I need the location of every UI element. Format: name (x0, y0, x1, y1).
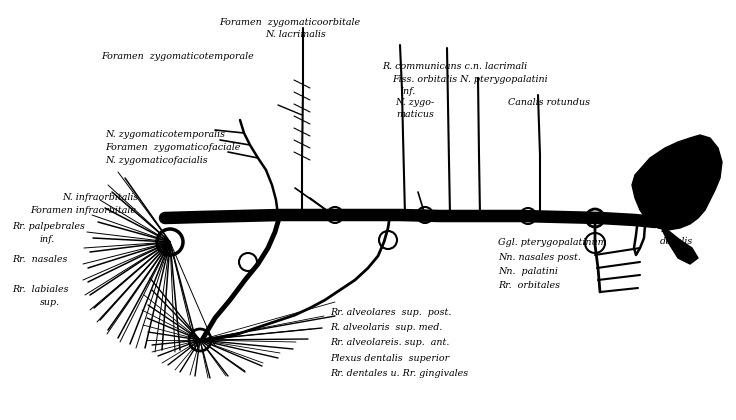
Text: N. zygomaticotemporalis: N. zygomaticotemporalis (105, 130, 225, 139)
Text: Nn. nasales post.: Nn. nasales post. (498, 253, 581, 262)
Text: Rr. palpebrales: Rr. palpebrales (12, 222, 85, 231)
Text: Canalis rotundus: Canalis rotundus (508, 98, 590, 107)
Text: sup.: sup. (40, 298, 60, 307)
Text: Rr.  orbitales: Rr. orbitales (498, 281, 560, 290)
Text: Foramen  zygomaticoorbitale: Foramen zygomaticoorbitale (219, 18, 361, 27)
Text: Rr. alveolareis. sup.  ant.: Rr. alveolareis. sup. ant. (330, 338, 450, 347)
Polygon shape (660, 225, 698, 264)
Text: maticus: maticus (396, 110, 434, 119)
Text: inf.: inf. (40, 235, 55, 244)
Text: N. lacrimalis: N. lacrimalis (266, 30, 326, 39)
Text: N. zygo-: N. zygo- (395, 98, 435, 107)
Text: Rr.  labiales: Rr. labiales (12, 285, 68, 294)
Text: R.: R. (660, 225, 670, 234)
Text: duralis: duralis (660, 237, 693, 246)
Text: R. alveolaris  sup. med.: R. alveolaris sup. med. (330, 323, 442, 332)
Text: Nn.  palatini: Nn. palatini (498, 267, 558, 276)
Text: Rr.  nasales: Rr. nasales (12, 255, 68, 264)
Text: Fiss. orbitalis N. pterygopalatini: Fiss. orbitalis N. pterygopalatini (392, 75, 548, 84)
Text: Foramen infraorbitale: Foramen infraorbitale (30, 206, 136, 215)
Text: Foramen  zygomaticofaciale: Foramen zygomaticofaciale (105, 143, 241, 152)
Text: N. zygomaticofacialis: N. zygomaticofacialis (105, 156, 208, 165)
Text: R. communicans c.n. lacrimali: R. communicans c.n. lacrimali (383, 62, 528, 71)
Polygon shape (632, 135, 722, 230)
Text: N. infraorbitalis: N. infraorbitalis (62, 193, 138, 202)
Text: inf.: inf. (400, 87, 416, 96)
Text: Plexus dentalis  superior: Plexus dentalis superior (330, 354, 449, 363)
Text: Rr. alveolares  sup.  post.: Rr. alveolares sup. post. (330, 308, 451, 317)
Text: Rr. dentales u. Rr. gingivales: Rr. dentales u. Rr. gingivales (330, 369, 468, 378)
Text: Foramen  zygomaticotemporale: Foramen zygomaticotemporale (102, 52, 255, 61)
Text: Ggl. pterygopalatinum: Ggl. pterygopalatinum (498, 238, 606, 247)
